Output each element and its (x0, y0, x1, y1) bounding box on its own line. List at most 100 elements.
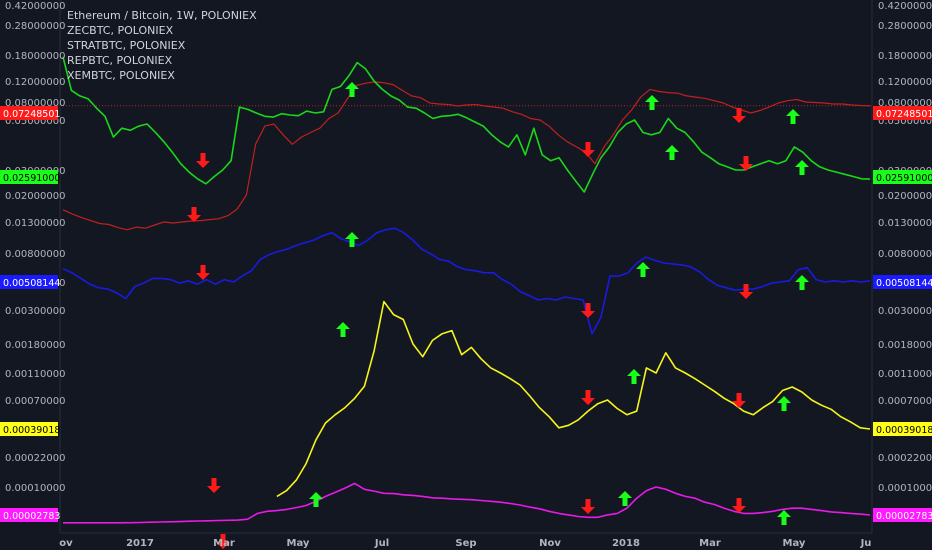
svg-text:0.00508144: 0.00508144 (3, 278, 60, 289)
svg-text:0.07248501: 0.07248501 (3, 109, 60, 120)
y-tick-label: 0.00110000 (878, 369, 932, 380)
legend: Ethereum / Bitcoin, 1W, POLONIEX ZECBTC,… (67, 9, 257, 82)
sell-arrow-icon (732, 108, 746, 123)
price-badge-zecbtc: 0.02591000 (0, 170, 60, 184)
svg-text:0.00508144: 0.00508144 (876, 278, 932, 289)
y-tick-label: 0.00110000 (5, 369, 65, 380)
legend-title: Ethereum / Bitcoin, 1W, POLONIEX (67, 9, 257, 22)
sell-arrow-icon (739, 156, 753, 171)
sell-arrow-icon (739, 284, 753, 299)
x-tick-label: Mar (699, 538, 721, 549)
sell-arrow-icon (581, 390, 595, 405)
y-tick-label: 0.08000000 (5, 98, 65, 109)
price-badge-xembtc: 0.00002783 (0, 508, 60, 522)
sell-arrow-icon (581, 303, 595, 318)
y-tick-label: 0.00300000 (878, 306, 932, 317)
price-badge-ethbtc: 0.07248501 (873, 106, 932, 120)
x-tick-label: Jul (374, 538, 389, 549)
price-badge-stratbtc: 0.00508144 (0, 275, 60, 289)
series-line-repbtc (276, 300, 871, 498)
buy-arrow-icon (777, 396, 791, 411)
y-tick-label: 0.00070000 (878, 396, 932, 407)
y-tick-label: 0.12000000 (878, 77, 932, 88)
sell-arrow-icon (216, 534, 230, 549)
y-tick-label: 0.18000000 (878, 51, 932, 62)
y-tick-label: 0.00022000 (878, 453, 932, 464)
series-line-zecbtc (62, 56, 871, 193)
y-tick-label: 0.42000000 (5, 1, 65, 12)
series-line-ethereum-bitcoin (62, 81, 871, 231)
y-tick-label: 0.01300000 (5, 218, 65, 229)
buy-arrow-icon (618, 491, 632, 506)
svg-text:0.00002783: 0.00002783 (3, 511, 60, 522)
buy-arrow-icon (786, 109, 800, 124)
y-tick-label: 0.00010000 (5, 483, 65, 494)
price-badge-ethbtc: 0.07248501 (0, 106, 60, 120)
price-badge-xembtc: 0.00002783 (873, 508, 932, 522)
price-badges: 0.07248501 0.07248501 0.02591000 0.02591000… (0, 106, 932, 522)
y-tick-label: 0.28000000 (878, 21, 932, 32)
price-badge-repbtc: 0.00039018 (873, 422, 932, 436)
legend-entry: ZECBTC, POLONIEX (67, 24, 174, 37)
x-tick-label: ov (59, 538, 73, 549)
buy-arrow-icon (345, 82, 359, 97)
y-tick-label: 0.00010000 (878, 483, 932, 494)
series-line-xembtc (63, 482, 871, 524)
x-tick-label: Ju (860, 538, 872, 549)
y-tick-label: 0.00800000 (5, 249, 65, 260)
x-tick-label: May (783, 538, 806, 549)
buy-arrow-icon (309, 492, 323, 507)
legend-entry: STRATBTC, POLONIEX (67, 39, 186, 52)
y-tick-label: 0.28000000 (5, 21, 65, 32)
signals-layer (187, 82, 809, 549)
svg-text:0.02591000: 0.02591000 (876, 173, 932, 184)
x-tick-label: Nov (539, 538, 561, 549)
x-tick-label: Sep (455, 538, 476, 549)
price-badge-repbtc: 0.00039018 (0, 422, 60, 436)
buy-arrow-icon (795, 275, 809, 290)
y-tick-label: 0.18000000 (5, 51, 65, 62)
sell-arrow-icon (581, 142, 595, 157)
sell-arrow-icon (581, 499, 595, 514)
legend-entry: XEMBTC, POLONIEX (67, 69, 175, 82)
x-tick-label: 2017 (126, 538, 154, 549)
price-badge-stratbtc: 0.00508144 (873, 275, 932, 289)
buy-arrow-icon (645, 95, 659, 110)
y-tick-label: 0.02000000 (878, 191, 932, 202)
y-tick-label: 0.05000000 (5, 116, 65, 127)
y-tick-label: 0.00022000 (5, 453, 65, 464)
x-tick-label: Mar (213, 538, 235, 549)
buy-arrow-icon (777, 510, 791, 525)
y-tick-label: 0.08000000 (878, 98, 932, 109)
legend-entry: REPBTC, POLONIEX (67, 54, 173, 67)
svg-text:0.00002783: 0.00002783 (876, 511, 932, 522)
buy-arrow-icon (627, 369, 641, 384)
svg-text:0.02591000: 0.02591000 (3, 173, 60, 184)
sell-arrow-icon (207, 478, 221, 493)
sell-arrow-icon (196, 153, 210, 168)
y-tick-label: 0.00300000 (5, 306, 65, 317)
y-tick-label: 0.00180000 (5, 340, 65, 351)
svg-text:0.07248501: 0.07248501 (876, 109, 932, 120)
sell-arrow-icon (187, 207, 201, 222)
y-tick-label: 0.00070000 (5, 396, 65, 407)
y-tick-label: 0.01300000 (878, 218, 932, 229)
svg-text:0.00039018: 0.00039018 (3, 425, 60, 436)
y-tick-label: 0.00800000 (878, 249, 932, 260)
y-tick-label: 0.42000000 (878, 1, 932, 12)
x-tick-label: May (287, 538, 310, 549)
x-tick-label: 2018 (612, 538, 640, 549)
series-line-stratbtc (62, 227, 871, 335)
buy-arrow-icon (795, 160, 809, 175)
sell-arrow-icon (196, 265, 210, 280)
y-tick-label: 0.02000000 (5, 191, 65, 202)
buy-arrow-icon (336, 322, 350, 337)
time-axis: ov 2017 Mar May Jul Sep Nov 2018 Mar May Ju (59, 532, 872, 549)
y-tick-label: 0.00180000 (878, 340, 932, 351)
svg-text:0.00039018: 0.00039018 (876, 425, 932, 436)
buy-arrow-icon (345, 232, 359, 247)
buy-arrow-icon (636, 262, 650, 277)
price-badge-zecbtc: 0.02591000 (873, 170, 932, 184)
